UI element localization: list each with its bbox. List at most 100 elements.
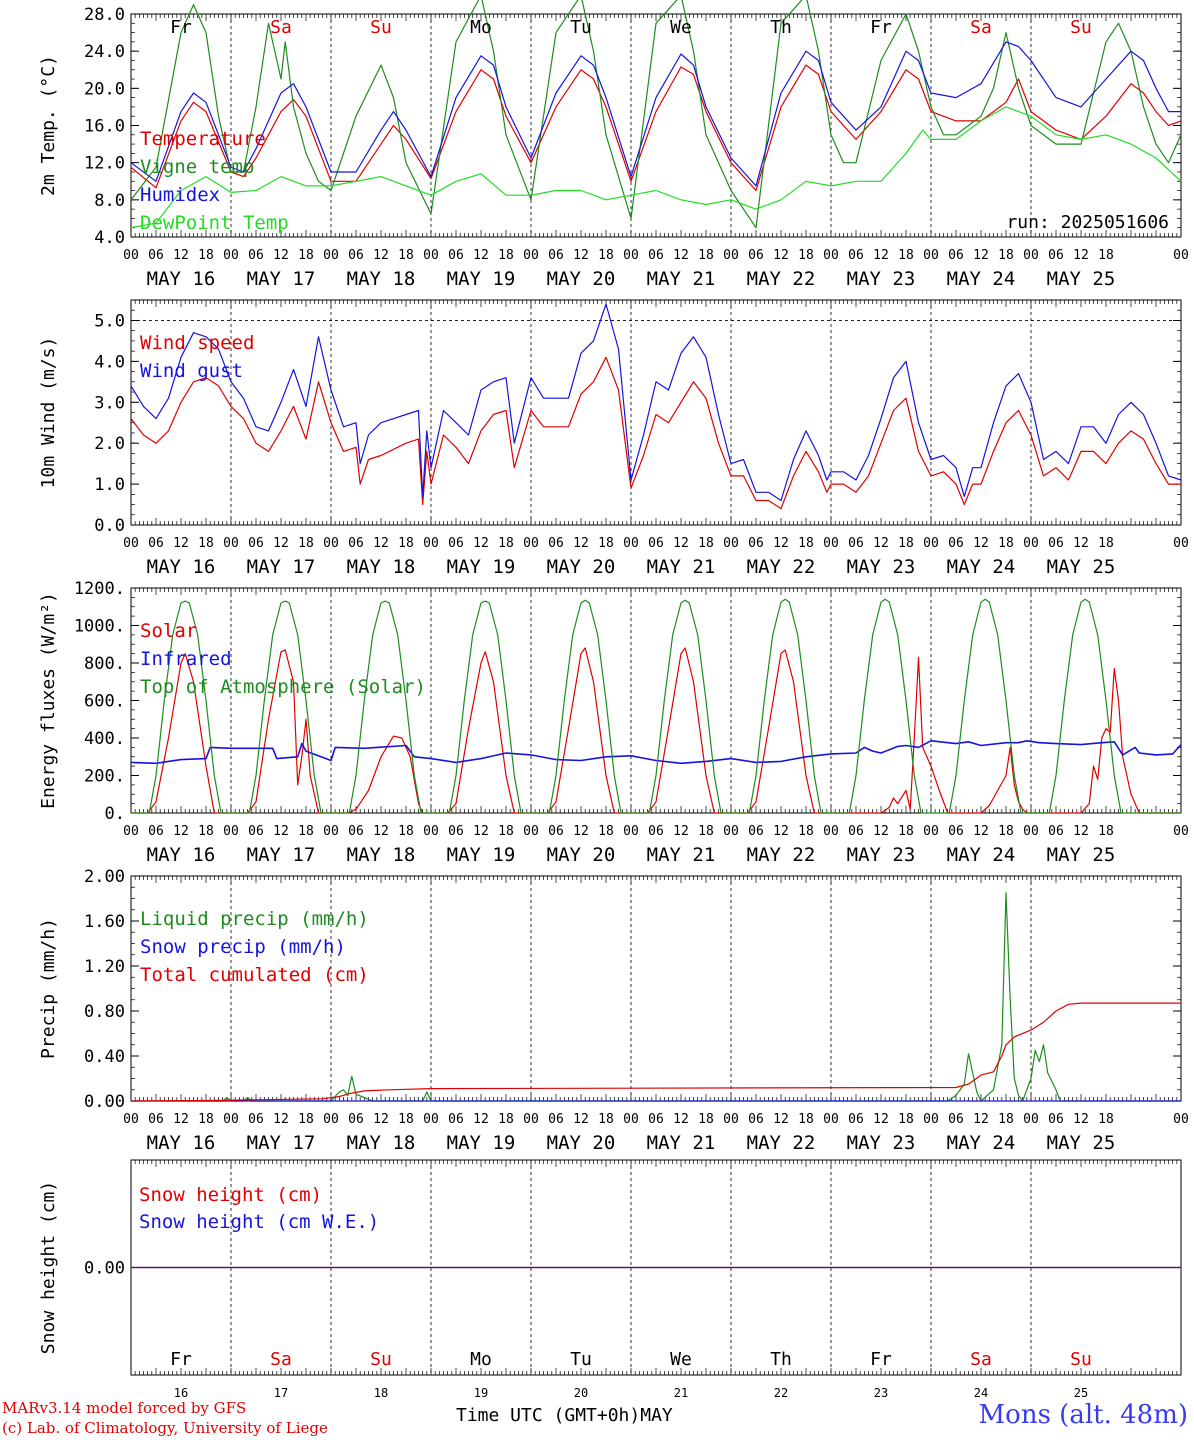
hour-label: 12: [373, 248, 389, 263]
y-tick-label: 0.80: [84, 1002, 125, 1022]
y-tick-label: 0.: [105, 804, 125, 824]
hour-label: 00: [223, 1112, 239, 1127]
series-line-humidex: [130, 41, 1181, 187]
y-tick-label: 2.0: [94, 434, 125, 454]
date-label: MAY 24: [947, 1132, 1016, 1154]
hour-label: 00: [1023, 248, 1039, 263]
hour-label: 18: [1098, 824, 1114, 839]
hour-label: 18: [898, 248, 914, 263]
run-label: run: 2025051606: [1006, 212, 1169, 233]
hour-label: 12: [1073, 1112, 1089, 1127]
hour-label: 06: [648, 536, 664, 551]
hour-label: 12: [573, 824, 589, 839]
hour-label: 18: [698, 536, 714, 551]
panel-frame: [130, 299, 1182, 526]
y-tick-label: 600.: [84, 692, 125, 712]
hour-label: 06: [248, 1112, 264, 1127]
hour-label: 00: [623, 248, 639, 263]
hour-label: 12: [973, 824, 989, 839]
date-label: MAY 20: [547, 844, 616, 866]
hour-label: 00: [823, 1112, 839, 1127]
legend-entry: Wind speed: [140, 332, 254, 354]
y-tick-label: 0.00: [84, 1092, 125, 1112]
hour-label: 18: [798, 1112, 814, 1127]
day-number: 19: [474, 1386, 488, 1400]
day-number: 21: [674, 1386, 688, 1400]
day-number: 24: [974, 1386, 988, 1400]
hour-label: 00: [1173, 248, 1189, 263]
date-label: MAY 20: [547, 1132, 616, 1154]
day-name: Fr: [870, 17, 892, 38]
y-tick-label: 2.00: [84, 867, 125, 887]
day-name: Th: [770, 1349, 792, 1370]
hour-label: 00: [523, 824, 539, 839]
y-tick-label: 24.0: [84, 42, 125, 62]
legend-entry: Infrared: [140, 648, 232, 670]
hour-label: 12: [673, 248, 689, 263]
hour-label: 06: [548, 824, 564, 839]
hour-label: 12: [1073, 536, 1089, 551]
hour-label: 18: [1098, 1112, 1114, 1127]
date-label: MAY 22: [747, 556, 816, 578]
date-label: MAY 22: [747, 1132, 816, 1154]
hour-label: 18: [998, 248, 1014, 263]
date-label: MAY 22: [747, 268, 816, 290]
y-tick-label: 0.00: [84, 1259, 125, 1279]
hour-label: 06: [748, 248, 764, 263]
hour-label: 00: [1173, 1112, 1189, 1127]
day-name: Fr: [170, 1349, 192, 1370]
hour-label: 00: [323, 248, 339, 263]
date-label: MAY 22: [747, 844, 816, 866]
day-name: We: [670, 17, 692, 38]
y-tick-label: 400.: [84, 729, 125, 749]
day-number: 20: [574, 1386, 588, 1400]
day-name: Su: [1070, 1349, 1092, 1370]
credit-line-2: (c) Lab. of Climatology, University of L…: [2, 1419, 328, 1437]
hour-label: 00: [423, 248, 439, 263]
day-name: Sa: [970, 17, 992, 38]
y-tick-label: 16.0: [84, 117, 125, 137]
hour-label: 06: [348, 1112, 364, 1127]
date-label: MAY 23: [847, 844, 916, 866]
hour-label: 18: [498, 824, 514, 839]
y-axis-label: Energy fluxes (W/m²): [38, 592, 59, 809]
series-line-dewpoint-temp: [130, 106, 1182, 229]
hour-label: 18: [198, 536, 214, 551]
hour-label: 00: [223, 536, 239, 551]
date-label: MAY 17: [247, 556, 316, 578]
hour-label: 06: [848, 824, 864, 839]
y-axis-label: Precip (mm/h): [38, 918, 59, 1059]
hour-label: 06: [848, 248, 864, 263]
y-tick-label: 0.40: [84, 1047, 125, 1067]
hour-label: 12: [873, 1112, 889, 1127]
day-name: Su: [370, 1349, 392, 1370]
hour-label: 12: [673, 1112, 689, 1127]
date-label: MAY 24: [947, 556, 1016, 578]
y-tick-label: 12.0: [84, 154, 125, 174]
date-label: MAY 25: [1047, 268, 1116, 290]
hour-label: 06: [148, 248, 164, 263]
legend-entry: Wind gust: [140, 360, 243, 382]
hour-label: 18: [598, 824, 614, 839]
date-label: MAY 17: [247, 1132, 316, 1154]
hour-label: 06: [948, 1112, 964, 1127]
hour-label: 18: [298, 1112, 314, 1127]
hour-label: 12: [473, 248, 489, 263]
y-tick-label: 0.0: [94, 516, 125, 536]
legend-entry: DewPoint Temp: [140, 212, 289, 234]
hour-label: 18: [898, 824, 914, 839]
hour-label: 00: [123, 536, 139, 551]
hour-label: 12: [173, 1112, 189, 1127]
hour-label: 00: [523, 1112, 539, 1127]
legend-entry: Solar: [140, 620, 197, 642]
hour-label: 00: [1173, 536, 1189, 551]
y-tick-label: 8.0: [94, 191, 125, 211]
hour-label: 00: [923, 248, 939, 263]
hour-label: 06: [348, 248, 364, 263]
hour-label: 00: [1023, 824, 1039, 839]
day-name: Su: [1070, 17, 1092, 38]
hour-label: 12: [573, 1112, 589, 1127]
hour-label: 00: [323, 1112, 339, 1127]
hour-label: 18: [398, 1112, 414, 1127]
hour-label: 06: [648, 1112, 664, 1127]
